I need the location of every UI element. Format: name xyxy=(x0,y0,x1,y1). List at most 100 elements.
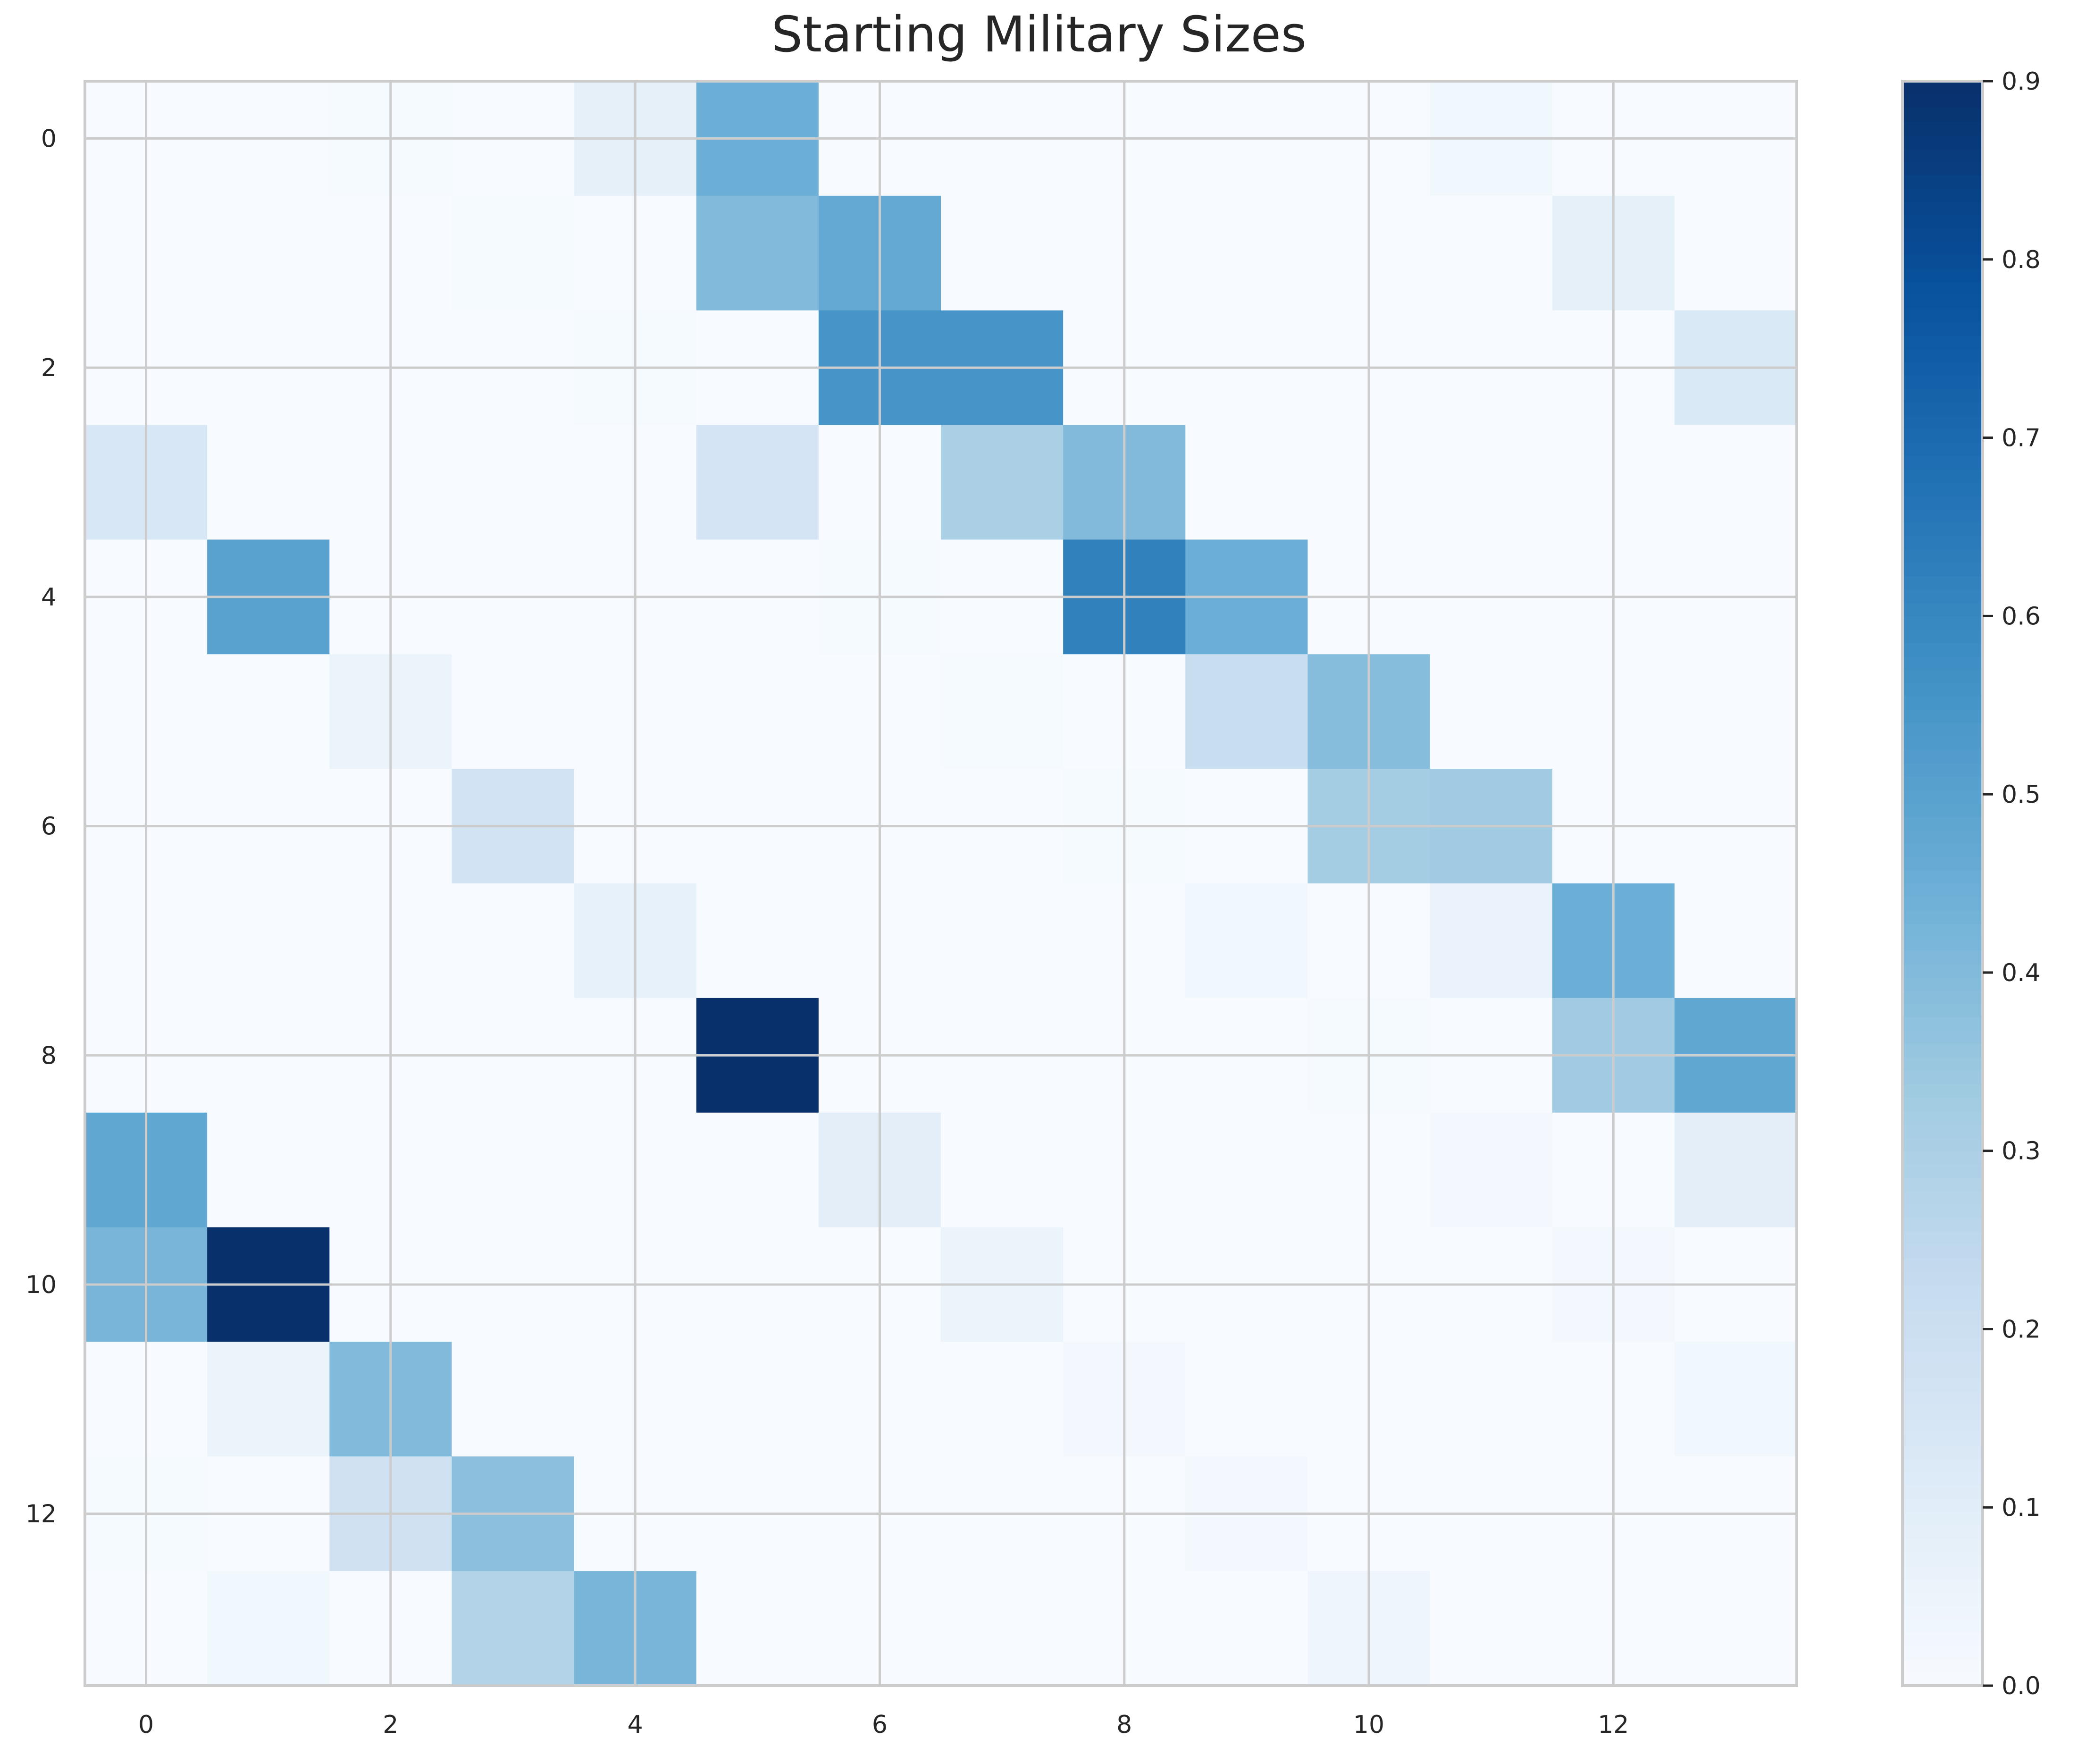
colorbar-segment xyxy=(1902,1017,1983,1031)
colorbar-segment xyxy=(1902,1471,1983,1486)
x-tick-label: 10 xyxy=(1353,1711,1384,1739)
colorbar-segment xyxy=(1902,322,1983,336)
heatmap-cell xyxy=(452,1112,575,1228)
colorbar-segment xyxy=(1902,803,1983,817)
colorbar-segment xyxy=(1902,134,1983,149)
colorbar-segment xyxy=(1902,1391,1983,1405)
heatmap-cell xyxy=(452,1342,575,1457)
colorbar-tick-label: 0.5 xyxy=(2002,781,2041,809)
heatmap-cell xyxy=(1185,1342,1308,1457)
colorbar-segment xyxy=(1902,108,1983,122)
colorbar-tick-label: 0.9 xyxy=(2002,67,2041,96)
colorbar-segment xyxy=(1902,683,1983,697)
heatmap-cell xyxy=(1674,1112,1797,1228)
y-tick-label: 10 xyxy=(25,1271,57,1299)
heatmap-cell xyxy=(1674,425,1797,540)
colorbar-segment xyxy=(1902,348,1983,362)
colorbar-segment xyxy=(1902,228,1983,242)
heatmap-cell xyxy=(1185,883,1308,999)
heatmap-cell xyxy=(452,883,575,999)
heatmap-cell xyxy=(207,1112,330,1228)
heatmap-cell xyxy=(1430,195,1553,311)
colorbar-segment xyxy=(1902,175,1983,189)
colorbar-segment xyxy=(1902,1619,1983,1633)
y-tick-label: 0 xyxy=(41,125,57,153)
heatmap-cell xyxy=(207,654,330,769)
colorbar-segment xyxy=(1902,255,1983,269)
colorbar-segment xyxy=(1902,1244,1983,1259)
colorbar-segment xyxy=(1902,1632,1983,1646)
heatmap-cell xyxy=(696,1571,819,1686)
colorbar-segment xyxy=(1902,509,1983,523)
colorbar-segment xyxy=(1902,121,1983,135)
heatmap-cell xyxy=(207,883,330,999)
colorbar-segment xyxy=(1902,857,1983,871)
colorbar-segment xyxy=(1902,308,1983,322)
heatmap-cell xyxy=(1674,1571,1797,1686)
colorbar-segment xyxy=(1902,776,1983,790)
y-tick-label: 2 xyxy=(41,354,57,382)
heatmap-cell xyxy=(1185,1571,1308,1686)
colorbar-segment xyxy=(1902,616,1983,630)
colorbar-segment xyxy=(1902,990,1983,1004)
heatmap-cell xyxy=(1430,1342,1553,1457)
colorbar-frame xyxy=(1901,80,1984,1687)
colorbar-segment xyxy=(1902,549,1983,563)
x-tick-label: 6 xyxy=(872,1711,888,1739)
colorbar-segment xyxy=(1902,1418,1983,1432)
heatmap-cell xyxy=(696,1112,819,1228)
x-tick-label: 2 xyxy=(383,1711,398,1739)
heatmap-cell xyxy=(941,425,1064,540)
colorbar-segment xyxy=(1902,148,1983,162)
colorbar-tick-label: 0.4 xyxy=(2002,959,2041,987)
colorbar-segment xyxy=(1902,161,1983,176)
colorbar-segment xyxy=(1902,1565,1983,1579)
colorbar-segment xyxy=(1902,589,1983,603)
heatmap-cell xyxy=(941,195,1064,311)
colorbar-segment xyxy=(1902,1485,1983,1499)
colorbar-segment xyxy=(1902,1004,1983,1018)
colorbar-segment xyxy=(1902,1164,1983,1178)
colorbar-segment xyxy=(1902,883,1983,898)
heatmap-cell xyxy=(1185,195,1308,311)
x-tick-label: 0 xyxy=(138,1711,154,1739)
colorbar-segment xyxy=(1902,1579,1983,1593)
heatmap-cell xyxy=(1430,1571,1553,1686)
heatmap-cell xyxy=(1185,654,1308,769)
colorbar-segment xyxy=(1902,268,1983,282)
colorbar-segment xyxy=(1902,816,1983,831)
colorbar-segment xyxy=(1902,763,1983,777)
heatmap-cell xyxy=(1674,195,1797,311)
heatmap-cell xyxy=(207,425,330,540)
colorbar-segment xyxy=(1902,362,1983,376)
heatmap-cell xyxy=(1430,425,1553,540)
heatmap-cell xyxy=(452,1571,575,1686)
colorbar-segment xyxy=(1902,442,1983,456)
colorbar-segment xyxy=(1902,402,1983,416)
colorbar-segment xyxy=(1902,1445,1983,1459)
colorbar-segment xyxy=(1902,1512,1983,1526)
colorbar-segment xyxy=(1902,1285,1983,1299)
colorbar-segment xyxy=(1902,964,1983,978)
colorbar-segment xyxy=(1902,910,1983,924)
heatmap-cell xyxy=(696,883,819,999)
colorbar-segment xyxy=(1902,1378,1983,1392)
colorbar-segment xyxy=(1902,1124,1983,1138)
heatmap-cell xyxy=(696,1342,819,1457)
colorbar-segment xyxy=(1902,188,1983,202)
colorbar-segment xyxy=(1902,388,1983,403)
colorbar-segment xyxy=(1902,335,1983,349)
heatmap-cell xyxy=(1674,654,1797,769)
colorbar-segment xyxy=(1902,790,1983,804)
colorbar-segment xyxy=(1902,1605,1983,1620)
colorbar-segment xyxy=(1902,1365,1983,1379)
colorbar-segment xyxy=(1902,1311,1983,1325)
colorbar-segment xyxy=(1902,937,1983,951)
heatmap-cell xyxy=(1430,1112,1553,1228)
y-tick-label: 6 xyxy=(41,813,57,841)
heatmap-cell xyxy=(207,1342,330,1457)
colorbar-segment xyxy=(1902,696,1983,710)
colorbar-segment xyxy=(1902,749,1983,764)
plot-frame xyxy=(84,80,1798,1687)
